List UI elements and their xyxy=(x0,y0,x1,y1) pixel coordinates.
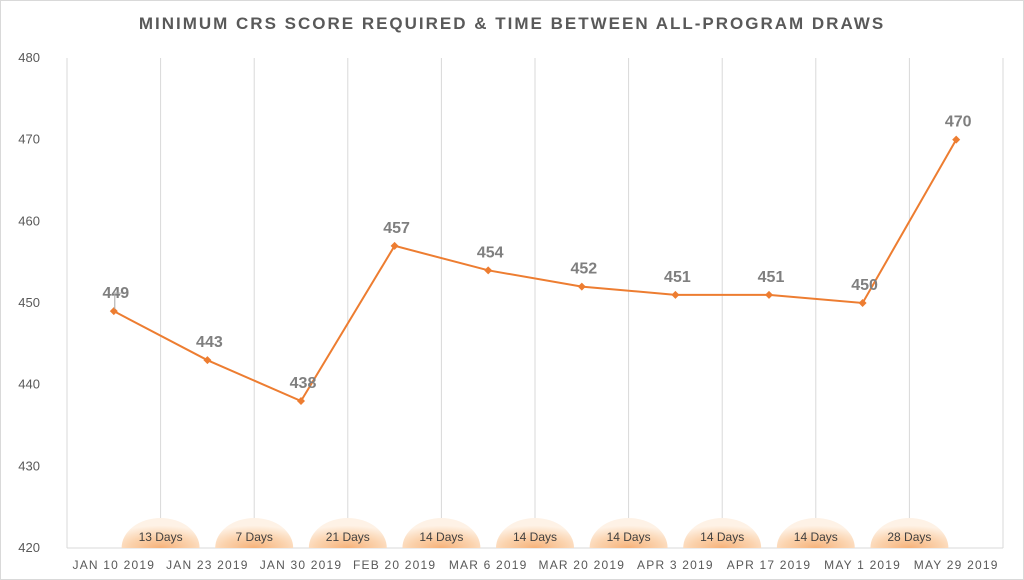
y-tick-label: 450 xyxy=(18,295,40,310)
interval-bubble xyxy=(683,518,762,548)
interval-label: 28 Days xyxy=(887,530,931,544)
data-point xyxy=(577,282,586,291)
x-tick-label: JAN 30 2019 xyxy=(260,558,343,572)
interval-label: 14 Days xyxy=(607,530,651,544)
label-leader-line xyxy=(114,292,122,310)
x-tick-label: MAY 1 2019 xyxy=(824,558,901,572)
series-line xyxy=(113,139,958,403)
data-point xyxy=(671,290,680,299)
y-tick-label: 470 xyxy=(18,132,40,147)
interval-label: 14 Days xyxy=(794,530,838,544)
x-tick-label: APR 3 2019 xyxy=(637,558,714,572)
x-tick-label: JAN 10 2019 xyxy=(73,558,156,572)
interval-label: 14 Days xyxy=(513,530,557,544)
interval-label: 21 Days xyxy=(326,530,370,544)
data-label: 457 xyxy=(383,220,410,237)
interval-bubble xyxy=(589,518,668,548)
interval-label: 14 Days xyxy=(419,530,463,544)
interval-bubble xyxy=(870,518,949,548)
interval-label: 13 Days xyxy=(139,530,183,544)
y-tick-label: 430 xyxy=(18,458,40,473)
data-label: 452 xyxy=(570,261,597,278)
data-label: 470 xyxy=(945,114,972,131)
data-point xyxy=(484,266,493,275)
interval-bubble xyxy=(215,517,294,548)
y-tick-label: 460 xyxy=(18,213,40,228)
interval-bubble xyxy=(496,518,574,548)
data-point xyxy=(390,241,399,250)
x-tick-label: MAY 29 2019 xyxy=(914,558,999,572)
y-tick-label: 480 xyxy=(18,50,40,65)
data-point xyxy=(765,290,773,299)
data-label: 438 xyxy=(290,375,317,392)
data-point xyxy=(203,356,212,365)
data-point xyxy=(297,397,305,405)
y-tick-label: 440 xyxy=(18,377,40,392)
x-tick-label: MAR 20 2019 xyxy=(539,558,626,572)
x-tick-label: APR 17 2019 xyxy=(727,558,812,572)
data-label: 454 xyxy=(477,244,504,261)
data-label: 443 xyxy=(196,334,223,351)
data-label: 451 xyxy=(664,269,691,286)
x-tick-label: MAR 6 2019 xyxy=(449,558,528,572)
data-point xyxy=(952,135,961,144)
data-point xyxy=(858,299,867,307)
data-label: 450 xyxy=(851,277,878,294)
x-tick-label: FEB 20 2019 xyxy=(353,558,436,572)
data-point xyxy=(109,307,118,316)
data-label: 451 xyxy=(758,269,785,286)
y-tick-label: 420 xyxy=(18,540,40,555)
x-tick-label: JAN 23 2019 xyxy=(166,558,249,572)
interval-label: 7 Days xyxy=(236,530,273,544)
interval-label: 14 Days xyxy=(700,530,744,544)
interval-bubble xyxy=(402,518,481,548)
interval-bubble xyxy=(121,518,200,548)
interval-bubble xyxy=(776,518,855,548)
interval-bubble xyxy=(308,518,387,548)
chart-title: MINIMUM CRS SCORE REQUIRED & TIME BETWEE… xyxy=(138,14,886,33)
